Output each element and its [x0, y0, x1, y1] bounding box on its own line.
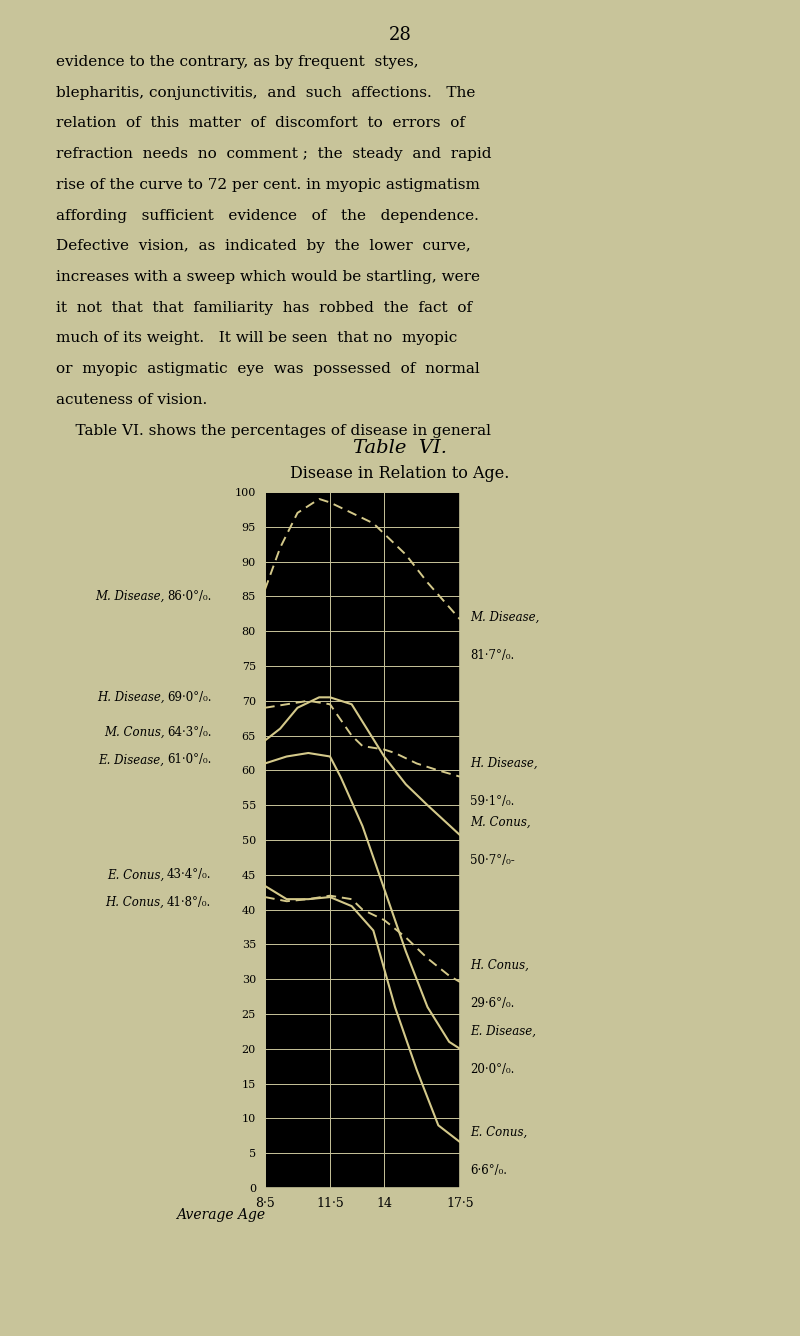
- Text: 41·8°/₀.: 41·8°/₀.: [167, 896, 211, 908]
- Text: E. Conus,: E. Conus,: [107, 868, 164, 882]
- Text: rise of the curve to 72 per cent. in myopic astigmatism: rise of the curve to 72 per cent. in myo…: [56, 178, 480, 192]
- Text: affording   sufficient   evidence   of   the   dependence.: affording sufficient evidence of the dep…: [56, 208, 479, 223]
- Text: increases with a sweep which would be startling, were: increases with a sweep which would be st…: [56, 270, 480, 285]
- Text: Table VI. shows the percentages of disease in general: Table VI. shows the percentages of disea…: [56, 424, 491, 438]
- Text: 64·3°/₀.: 64·3°/₀.: [167, 725, 211, 739]
- Text: Disease in Relation to Age.: Disease in Relation to Age.: [290, 465, 510, 482]
- Text: Defective  vision,  as  indicated  by  the  lower  curve,: Defective vision, as indicated by the lo…: [56, 239, 470, 254]
- Text: 81·7°/₀.: 81·7°/₀.: [470, 649, 514, 663]
- Text: much of its weight.   It will be seen  that no  myopic: much of its weight. It will be seen that…: [56, 331, 458, 346]
- Text: 59·1°/₀.: 59·1°/₀.: [470, 795, 514, 808]
- Text: E. Disease,: E. Disease,: [98, 754, 164, 767]
- Text: Average Age: Average Age: [176, 1208, 265, 1222]
- Text: refraction  needs  no  comment ;  the  steady  and  rapid: refraction needs no comment ; the steady…: [56, 147, 491, 162]
- Text: H. Conus,: H. Conus,: [106, 896, 164, 908]
- Text: 50·7°/₀-: 50·7°/₀-: [470, 855, 515, 867]
- Text: 43·4°/₀.: 43·4°/₀.: [167, 868, 211, 882]
- Text: 29·6°/₀.: 29·6°/₀.: [470, 997, 514, 1010]
- Text: 69·0°/₀.: 69·0°/₀.: [167, 691, 211, 704]
- Text: it  not  that  that  familiarity  has  robbed  the  fact  of: it not that that familiarity has robbed …: [56, 301, 472, 315]
- Text: acuteness of vision.: acuteness of vision.: [56, 393, 207, 407]
- Text: 86·0°/₀.: 86·0°/₀.: [167, 591, 211, 603]
- Text: 6·6°/₀.: 6·6°/₀.: [470, 1164, 507, 1177]
- Text: M. Disease,: M. Disease,: [470, 611, 539, 624]
- Text: relation  of  this  matter  of  discomfort  to  errors  of: relation of this matter of discomfort to…: [56, 116, 465, 131]
- Text: 20·0°/₀.: 20·0°/₀.: [470, 1063, 514, 1077]
- Text: Table  VI.: Table VI.: [353, 440, 447, 457]
- Text: 28: 28: [389, 25, 411, 44]
- Text: E. Conus,: E. Conus,: [470, 1126, 527, 1138]
- Text: M. Conus,: M. Conus,: [470, 816, 531, 830]
- Text: H. Conus,: H. Conus,: [470, 959, 529, 971]
- Text: H. Disease,: H. Disease,: [97, 691, 164, 704]
- Text: H. Disease,: H. Disease,: [470, 758, 538, 770]
- Text: M. Conus,: M. Conus,: [104, 725, 164, 739]
- Text: or  myopic  astigmatic  eye  was  possessed  of  normal: or myopic astigmatic eye was possessed o…: [56, 362, 480, 377]
- Text: 61·0°/₀.: 61·0°/₀.: [167, 754, 211, 767]
- Text: E. Disease,: E. Disease,: [470, 1025, 536, 1038]
- Text: evidence to the contrary, as by frequent  styes,: evidence to the contrary, as by frequent…: [56, 55, 418, 69]
- Text: blepharitis, conjunctivitis,  and  such  affections.   The: blepharitis, conjunctivitis, and such af…: [56, 86, 475, 100]
- Text: M. Disease,: M. Disease,: [95, 591, 164, 603]
